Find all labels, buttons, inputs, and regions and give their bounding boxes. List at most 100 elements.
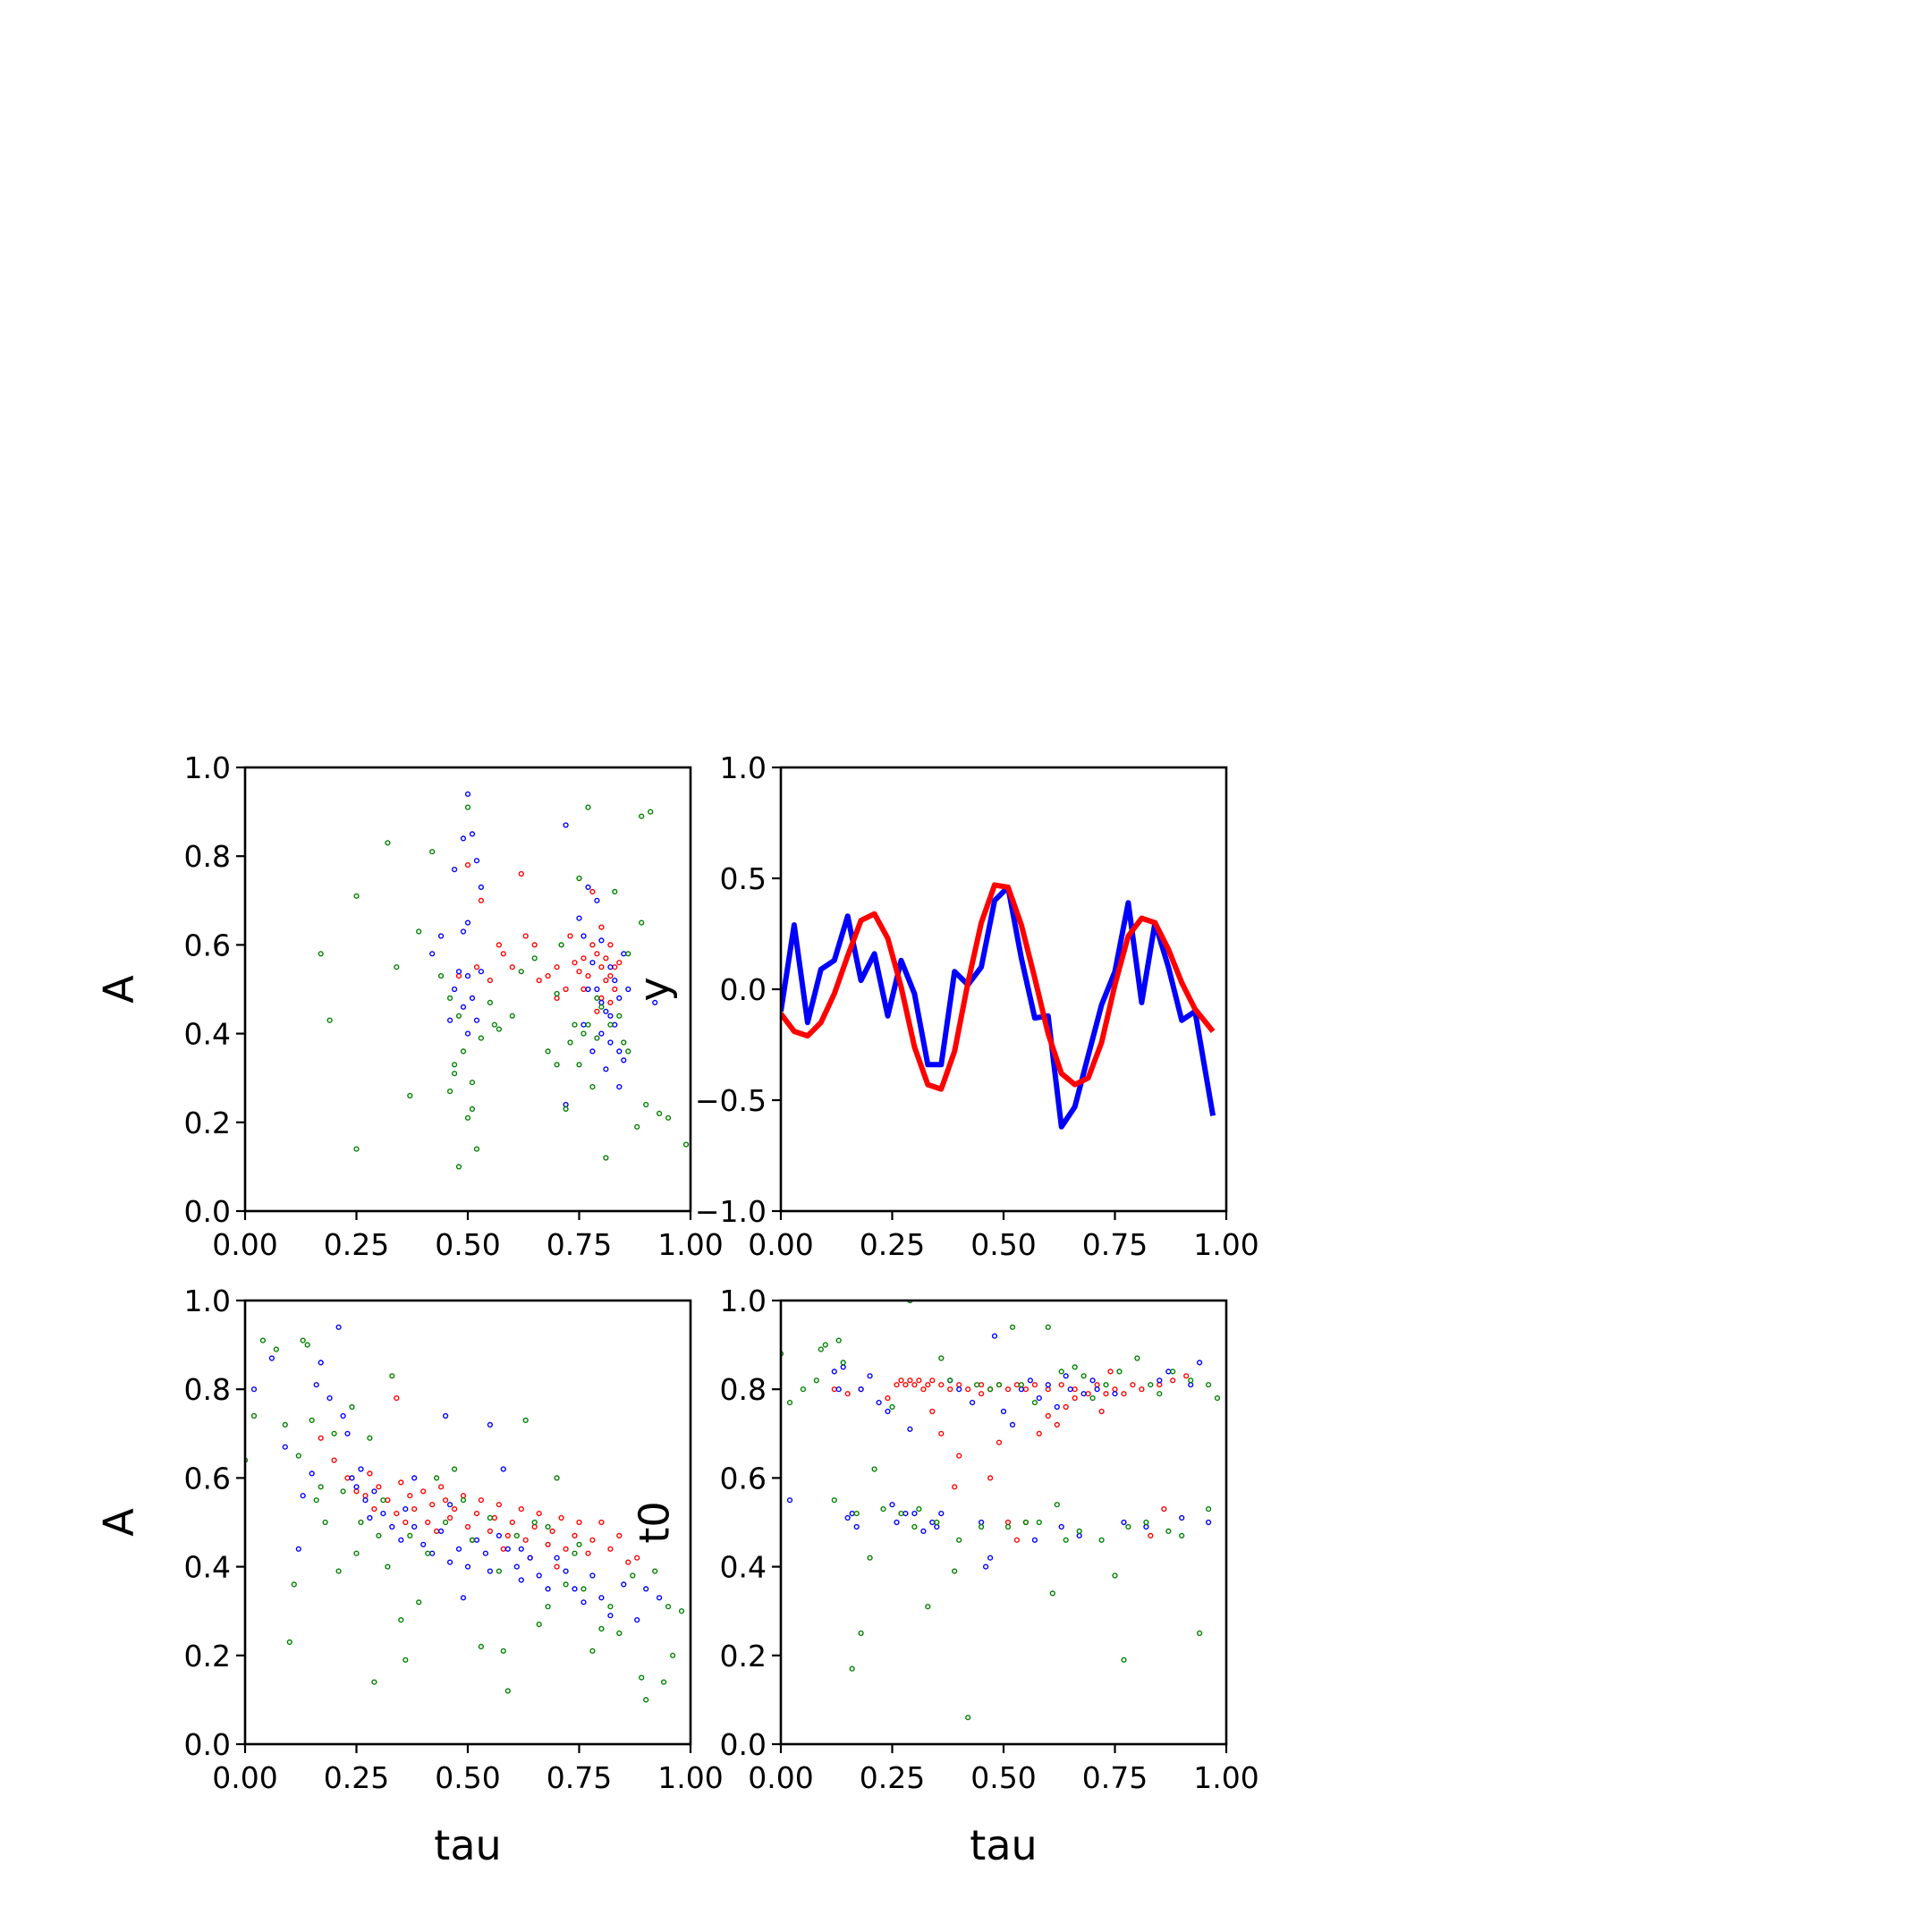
scatter-point — [1112, 1391, 1118, 1397]
scatter-point — [1205, 1519, 1212, 1526]
scatter-point — [250, 1412, 258, 1419]
scatter-point — [1045, 1382, 1051, 1388]
scatter-point — [344, 1430, 351, 1436]
scatter-point — [438, 1484, 445, 1490]
scatter-point — [598, 1595, 605, 1601]
scatter-point — [616, 995, 623, 1002]
scatter-point — [500, 1466, 506, 1472]
scatter-point — [1076, 1528, 1082, 1535]
scatter-point — [1045, 1412, 1051, 1419]
scatter-point — [952, 1484, 958, 1490]
series-line-1 — [781, 882, 1216, 1092]
scatter-point — [545, 972, 551, 979]
scatter-point — [1089, 1394, 1096, 1402]
scatter-point — [464, 861, 471, 869]
scatter-point — [394, 964, 400, 970]
scatter-point — [598, 964, 605, 970]
scatter-point — [487, 1528, 494, 1535]
scatter-point — [616, 1013, 623, 1019]
scatter-point — [452, 1071, 458, 1077]
scatter-point — [576, 969, 582, 975]
scatter-point — [353, 1484, 360, 1490]
scatter-point — [594, 951, 600, 957]
scatter-point — [938, 1510, 945, 1517]
scatter-point — [563, 822, 569, 828]
scatter-point — [367, 1470, 373, 1477]
scatter-point — [420, 1541, 427, 1547]
scatter-point — [407, 1532, 413, 1539]
scatter-point — [1116, 1368, 1123, 1375]
scatter-point — [616, 1532, 623, 1539]
scatter-point — [876, 1399, 882, 1406]
scatter-point — [682, 1141, 690, 1148]
scatter-point — [580, 955, 587, 962]
scatter-point — [572, 1586, 578, 1592]
scatter-point — [1004, 1386, 1012, 1393]
scatter-point — [545, 1541, 551, 1547]
y-tick-label: 0.0 — [720, 972, 767, 1007]
scatter-point — [1094, 1386, 1100, 1393]
scatter-point — [1063, 1537, 1069, 1543]
scatter-point — [398, 1537, 404, 1543]
scatter-point — [925, 1604, 931, 1610]
scatter-point — [858, 1386, 864, 1393]
scatter-point — [1067, 1386, 1073, 1393]
scatter-point — [429, 849, 436, 855]
scatter-point — [822, 1342, 828, 1348]
scatter-point — [1031, 1537, 1038, 1543]
y-tick-label: 0.8 — [184, 1372, 231, 1407]
scatter-point — [598, 1004, 605, 1010]
scatter-point — [871, 1466, 877, 1472]
scatter-point — [1125, 1523, 1131, 1530]
scatter-point — [576, 915, 582, 921]
scatter-point — [585, 804, 591, 810]
scatter-point — [455, 1546, 462, 1552]
scatter-point — [482, 1550, 489, 1556]
scatter-point — [585, 1550, 591, 1556]
scatter-point — [1058, 1368, 1064, 1375]
scatter-point — [916, 1505, 922, 1513]
x-tick-label: 0.75 — [1082, 1227, 1148, 1262]
scatter-point — [460, 1595, 467, 1601]
scatter-point — [589, 1083, 596, 1090]
scatter-point — [460, 835, 467, 842]
scatter-point — [665, 1114, 672, 1121]
scatter-point — [907, 1377, 913, 1384]
scatter-point — [987, 1555, 994, 1561]
scatter-point — [818, 1346, 824, 1352]
scatter-point — [563, 1546, 569, 1552]
scatter-point — [603, 1008, 609, 1014]
scatter-point — [1054, 1421, 1060, 1428]
scatter-point — [527, 1555, 533, 1561]
scatter-point — [1121, 1391, 1127, 1397]
scatter-point — [522, 1537, 529, 1543]
scatter-point — [594, 897, 600, 903]
y-tick-label: 0.5 — [720, 861, 767, 896]
scatter-point — [956, 1537, 962, 1543]
scatter-point — [340, 1488, 346, 1495]
scatter-point — [1009, 1421, 1016, 1428]
scatter-point — [425, 1550, 431, 1556]
scatter-point — [844, 1391, 851, 1397]
scatter-point — [478, 1035, 485, 1041]
scatter-point — [478, 1497, 485, 1504]
scatter-point — [594, 1008, 600, 1014]
scatter-point — [531, 1519, 538, 1526]
scatter-point — [473, 1510, 480, 1517]
scatter-point — [894, 1382, 900, 1388]
scatter-point — [313, 1382, 319, 1388]
scatter-point — [389, 1523, 395, 1530]
scatter-point — [1054, 1502, 1060, 1508]
y-axis-label: A — [95, 1508, 143, 1537]
scatter-point — [616, 960, 623, 966]
scatter-point — [500, 1648, 506, 1654]
scatter-point — [947, 1377, 953, 1384]
y-axis-label: y — [631, 977, 679, 1001]
scatter-point — [1022, 1519, 1030, 1526]
scatter-point — [630, 1572, 636, 1579]
scatter-point — [567, 933, 573, 939]
scatter-point — [504, 1532, 511, 1539]
scatter-point — [907, 1301, 913, 1304]
scatter-point — [518, 870, 524, 877]
scatter-point — [376, 1484, 382, 1490]
